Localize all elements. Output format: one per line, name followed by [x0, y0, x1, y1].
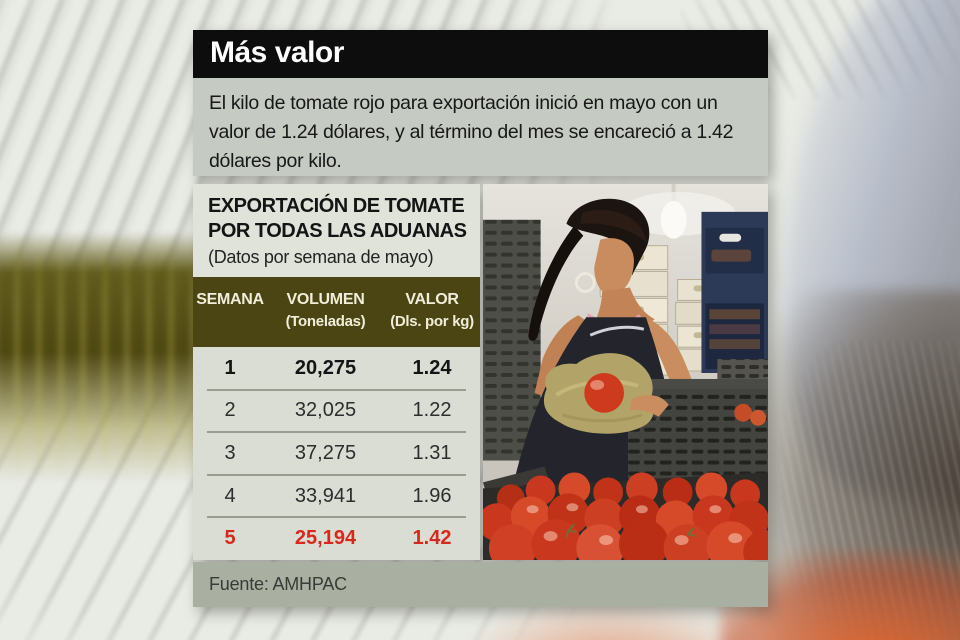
cell-valor: 1.22 [412, 399, 452, 422]
infographic-card: Más valor El kilo de tomate rojo para ex… [193, 30, 768, 607]
table-body: 1 20,275 1.24 2 32,025 1.22 3 37,275 1.31 4 33,941… [193, 347, 480, 560]
page-title: Más valor [210, 36, 344, 69]
table-row: 5 25,194 1.42 [193, 516, 480, 560]
table-title-line1: EXPORTACIÓN DE TOMATE [208, 195, 465, 217]
cell-volumen: 25,194 [294, 527, 357, 550]
table-row: 2 32,025 1.22 [193, 388, 480, 433]
section-gap [193, 176, 768, 184]
cell-semana: 2 [224, 399, 236, 422]
main-section: EXPORTACIÓN DE TOMATE POR TODAS LAS ADUA… [193, 184, 768, 560]
column-header: VALOR (Dls. por kg) [390, 277, 474, 347]
table-row: 4 33,941 1.96 [193, 473, 480, 518]
background-blue-gray-swirl [760, 0, 960, 514]
cell-semana: 5 [224, 527, 236, 550]
column-label: VOLUMEN [286, 291, 365, 308]
cell-volumen: 33,941 [294, 484, 357, 507]
cell-semana: 3 [224, 441, 236, 464]
column-label: SEMANA [196, 291, 264, 308]
background-dark-swirl-right [758, 290, 960, 640]
cell-semana: 1 [224, 356, 236, 379]
table-row: 1 20,275 1.24 [193, 347, 480, 390]
source-footer: Fuente: AMHPAC [193, 562, 768, 607]
column-sublabel: (Dls. por kg) [390, 313, 474, 330]
intro-text: El kilo de tomate rojo para exportación … [209, 92, 734, 172]
source-label: Fuente: AMHPAC [209, 574, 347, 594]
export-table: EXPORTACIÓN DE TOMATE POR TODAS LAS ADUA… [193, 184, 480, 560]
background-streak-texture-right [780, 340, 960, 640]
table-column-headers: SEMANA VOLUMEN (Toneladas) VALOR (Dls. por k… [193, 277, 480, 347]
cell-valor: 1.24 [412, 356, 452, 379]
photo-woman-sorting-tomatoes [483, 184, 768, 560]
header-block: Más valor El kilo de tomate rojo para ex… [193, 30, 768, 176]
table-title-line2: POR TODAS LAS ADUANAS [208, 220, 467, 242]
table-subtitle: (Datos por semana de mayo) [208, 247, 434, 267]
cell-volumen: 20,275 [294, 356, 357, 379]
column-header: SEMANA [196, 277, 264, 347]
table-row: 3 37,275 1.31 [193, 431, 480, 475]
photo-illustration [483, 184, 768, 560]
cell-valor: 1.96 [412, 484, 452, 507]
cell-semana: 4 [224, 484, 236, 507]
title-bar: Más valor [193, 30, 768, 78]
column-label: VALOR [405, 291, 459, 308]
cell-valor: 1.31 [412, 441, 452, 464]
table-title-block: EXPORTACIÓN DE TOMATE POR TODAS LAS ADUA… [193, 184, 480, 277]
cell-volumen: 37,275 [294, 441, 357, 464]
cell-volumen: 32,025 [294, 399, 357, 422]
column-sublabel: (Toneladas) [285, 313, 366, 330]
column-header: VOLUMEN (Toneladas) [261, 277, 390, 347]
cell-valor: 1.42 [412, 527, 452, 550]
